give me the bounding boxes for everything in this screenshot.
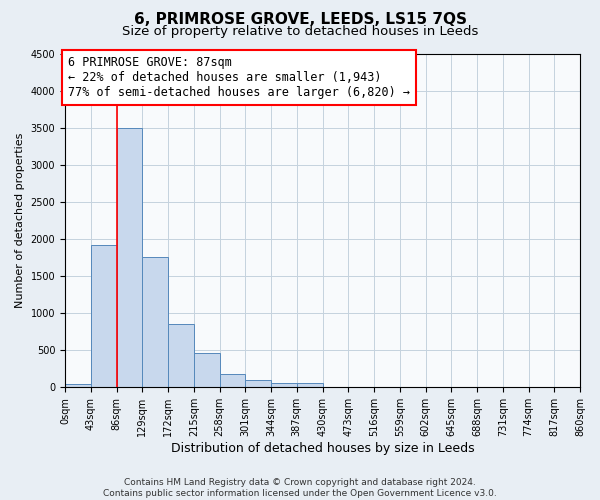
Text: Contains HM Land Registry data © Crown copyright and database right 2024.
Contai: Contains HM Land Registry data © Crown c… (103, 478, 497, 498)
Bar (168, 324, 194, 388)
Bar (245, 380, 271, 388)
Bar (65, 384, 91, 388)
Text: 6 PRIMROSE GROVE: 87sqm
← 22% of detached houses are smaller (1,943)
77% of semi: 6 PRIMROSE GROVE: 87sqm ← 22% of detache… (68, 56, 410, 98)
Text: 6, PRIMROSE GROVE, LEEDS, LS15 7QS: 6, PRIMROSE GROVE, LEEDS, LS15 7QS (133, 12, 467, 28)
Y-axis label: Number of detached properties: Number of detached properties (15, 133, 25, 308)
Bar (220, 374, 245, 388)
Bar (142, 257, 168, 388)
Bar (297, 384, 323, 388)
Bar (194, 354, 220, 388)
X-axis label: Distribution of detached houses by size in Leeds: Distribution of detached houses by size … (171, 442, 475, 455)
Text: Size of property relative to detached houses in Leeds: Size of property relative to detached ho… (122, 25, 478, 38)
Bar (91, 245, 116, 388)
Bar (271, 384, 297, 388)
Bar (116, 128, 142, 388)
